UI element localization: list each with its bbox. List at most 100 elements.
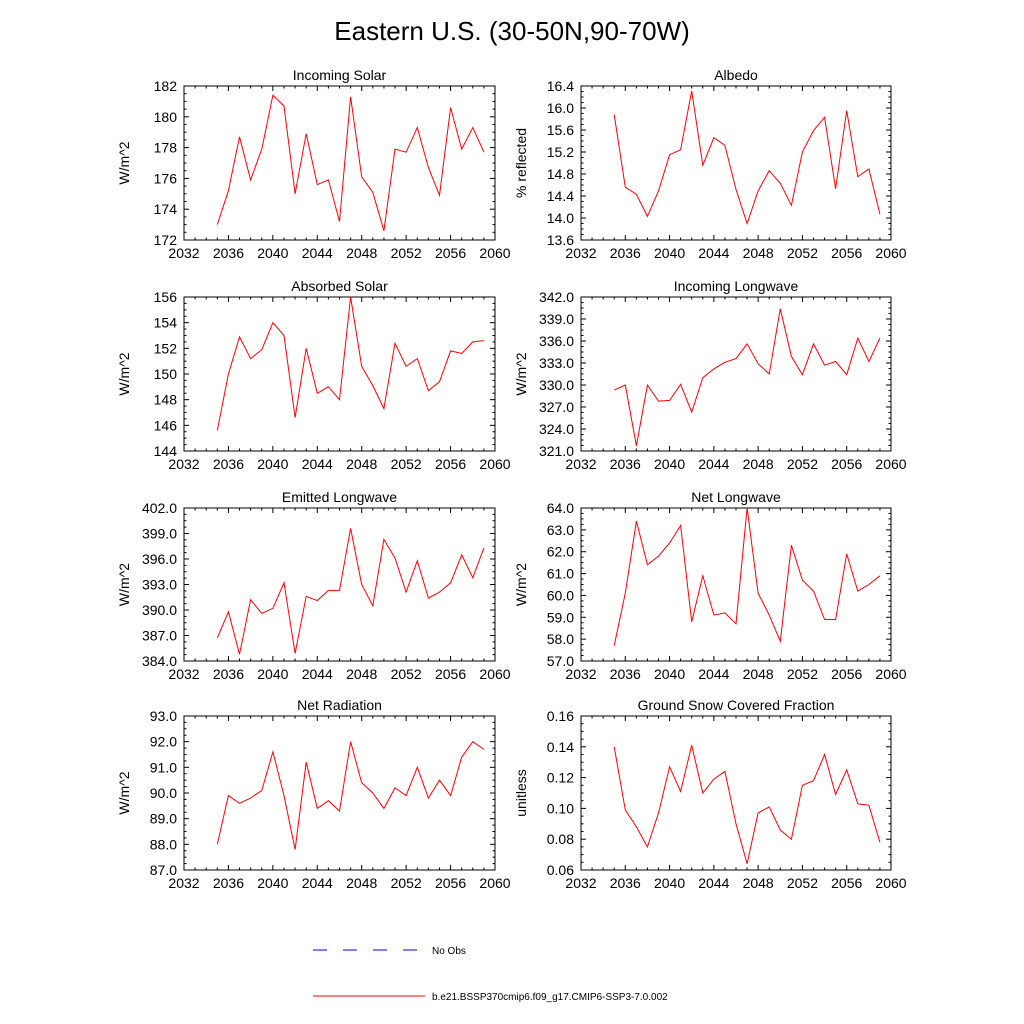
plot-frame [580, 715, 892, 871]
series-line [613, 745, 881, 864]
x-tick-label: 2048 [743, 666, 774, 682]
y-tick-label: 182 [154, 78, 178, 94]
y-tick-label: 176 [154, 170, 178, 186]
plot-frame [183, 296, 496, 452]
x-tick-label: 2032 [168, 245, 199, 261]
x-tick-label: 2044 [302, 456, 333, 472]
y-tick-label: 152 [154, 340, 178, 356]
y-axis-label: W/m^2 [513, 352, 529, 395]
y-tick-label: 402.0 [142, 500, 177, 516]
x-tick-label: 2032 [565, 666, 596, 682]
x-tick-label: 2060 [875, 245, 906, 261]
x-tick-label: 2036 [610, 875, 641, 891]
x-tick-label: 2040 [257, 245, 288, 261]
y-tick-label: 62.0 [547, 544, 574, 560]
y-tick-label: 178 [154, 140, 178, 156]
y-tick-label: 144 [154, 443, 178, 459]
y-tick-label: 58.0 [547, 631, 574, 647]
x-tick-label: 2060 [875, 456, 906, 472]
y-axis-label: W/m^2 [513, 563, 529, 606]
y-tick-label: 90.0 [150, 785, 177, 801]
y-axis-label: % reflected [513, 128, 529, 198]
y-tick-label: 172 [154, 232, 178, 248]
y-tick-label: 146 [154, 417, 178, 433]
y-tick-label: 384.0 [142, 653, 177, 669]
x-tick-label: 2044 [302, 666, 333, 682]
series-line [613, 90, 881, 226]
y-tick-label: 64.0 [547, 500, 574, 516]
x-tick-label: 2048 [346, 666, 377, 682]
y-tick-label: 0.10 [547, 800, 574, 816]
plot-frame [580, 507, 892, 662]
y-tick-label: 342.0 [539, 289, 574, 305]
x-tick-label: 2032 [168, 666, 199, 682]
panel: Albedo % reflected 2032 2036 2040 2044 2048 205… [513, 67, 907, 261]
x-tick-label: 2032 [565, 875, 596, 891]
y-tick-label: 339.0 [539, 311, 574, 327]
y-tick-label: 399.0 [142, 526, 177, 542]
y-tick-label: 15.6 [547, 122, 574, 138]
panels: Incoming Solar W/m^2 2032 2036 2040 2044 2048 2… [116, 67, 907, 891]
x-tick-label: 2036 [610, 666, 641, 682]
x-tick-label: 2032 [565, 245, 596, 261]
x-tick-label: 2040 [257, 456, 288, 472]
panel: Net Radiation W/m^2 2032 2036 2040 2044 2048 20… [116, 697, 511, 891]
x-tick-label: 2032 [565, 456, 596, 472]
y-tick-label: 14.0 [547, 210, 574, 226]
panel-title: Net Radiation [297, 697, 382, 713]
y-tick-label: 59.0 [547, 609, 574, 625]
panel-title: Ground Snow Covered Fraction [638, 697, 835, 713]
x-tick-label: 2060 [875, 875, 906, 891]
x-tick-label: 2036 [610, 245, 641, 261]
x-tick-label: 2040 [257, 875, 288, 891]
x-tick-label: 2036 [213, 666, 244, 682]
x-tick-label: 2032 [168, 875, 199, 891]
x-tick-label: 2036 [213, 245, 244, 261]
panel-title: Absorbed Solar [291, 278, 388, 294]
x-tick-label: 2052 [787, 875, 818, 891]
y-tick-label: 321.0 [539, 443, 574, 459]
y-tick-label: 330.0 [539, 377, 574, 393]
x-tick-label: 2056 [831, 875, 862, 891]
x-tick-label: 2032 [168, 456, 199, 472]
y-tick-label: 387.0 [142, 628, 177, 644]
x-tick-label: 2036 [610, 456, 641, 472]
y-tick-label: 89.0 [150, 811, 177, 827]
plot-frame [580, 85, 892, 241]
x-tick-label: 2060 [479, 666, 510, 682]
x-tick-label: 2052 [787, 666, 818, 682]
y-tick-label: 14.4 [547, 188, 574, 204]
x-tick-label: 2044 [698, 875, 729, 891]
y-tick-label: 0.16 [547, 708, 574, 724]
x-tick-label: 2040 [654, 875, 685, 891]
x-tick-label: 2052 [391, 875, 422, 891]
series-line [216, 296, 484, 431]
x-tick-label: 2052 [391, 456, 422, 472]
y-tick-label: 148 [154, 392, 178, 408]
x-tick-label: 2048 [346, 875, 377, 891]
panel-title: Albedo [714, 67, 758, 83]
y-tick-label: 13.6 [547, 232, 574, 248]
x-tick-label: 2044 [302, 245, 333, 261]
x-tick-label: 2044 [302, 875, 333, 891]
x-tick-label: 2044 [698, 456, 729, 472]
y-axis-label: W/m^2 [116, 141, 132, 184]
x-tick-label: 2060 [479, 245, 510, 261]
figure-title: Eastern U.S. (30-50N,90-70W) [334, 16, 689, 46]
legend: No Obs b.e21.BSSP370cmip6.f09_g17.CMIP6-… [313, 946, 668, 1003]
y-tick-label: 336.0 [539, 333, 574, 349]
y-tick-label: 16.4 [547, 78, 574, 94]
x-tick-label: 2056 [435, 875, 466, 891]
y-tick-label: 87.0 [150, 862, 177, 878]
x-tick-label: 2060 [875, 666, 906, 682]
series-line [613, 308, 881, 446]
series-line [613, 507, 881, 646]
x-tick-label: 2060 [479, 456, 510, 472]
panel: Absorbed Solar W/m^2 2032 2036 2040 2044 2048 2… [116, 278, 511, 472]
y-tick-label: 324.0 [539, 421, 574, 437]
y-tick-label: 390.0 [142, 602, 177, 618]
plot-frame [580, 296, 892, 452]
x-tick-label: 2048 [743, 245, 774, 261]
panel-title: Net Longwave [691, 489, 781, 505]
